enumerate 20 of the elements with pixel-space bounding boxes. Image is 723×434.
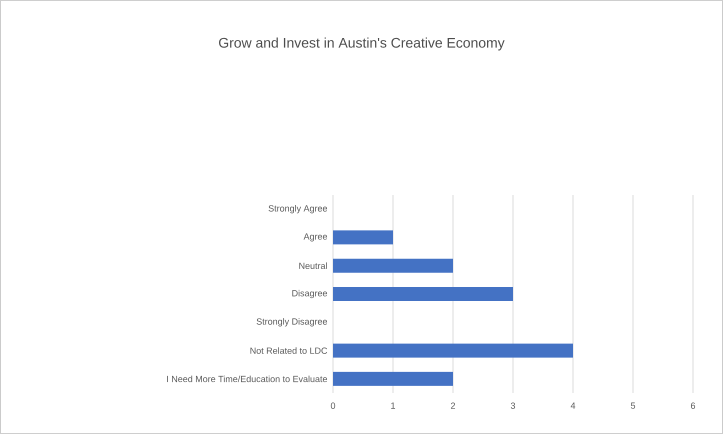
x-tick-label: 5 — [630, 402, 636, 409]
x-tick-label: 4 — [570, 402, 576, 409]
y-tick-label: Strongly Disagree — [256, 318, 328, 326]
bar — [333, 344, 574, 358]
y-tick-label: Strongly Agree — [268, 204, 328, 214]
y-tick-label: Disagree — [292, 290, 328, 298]
x-tick-label: 0 — [330, 402, 336, 409]
x-tick-label: 6 — [690, 402, 696, 409]
y-tick-label: Neutral — [299, 262, 327, 270]
y-tick-label: Not Related to LDC — [250, 347, 328, 354]
y-tick-label: I Need More Time/Education to Evaluate — [167, 376, 328, 382]
chart-title: Grow and Invest in Austin's Creative Economy — [219, 37, 505, 50]
y-tick-label: Agree — [304, 233, 328, 242]
bar — [333, 230, 394, 244]
bar — [333, 372, 454, 386]
x-tick-label: 1 — [391, 402, 396, 409]
bar — [333, 287, 514, 302]
bar — [333, 258, 454, 273]
x-tick-label: 2 — [450, 402, 456, 409]
x-tick-label: 3 — [510, 402, 516, 409]
